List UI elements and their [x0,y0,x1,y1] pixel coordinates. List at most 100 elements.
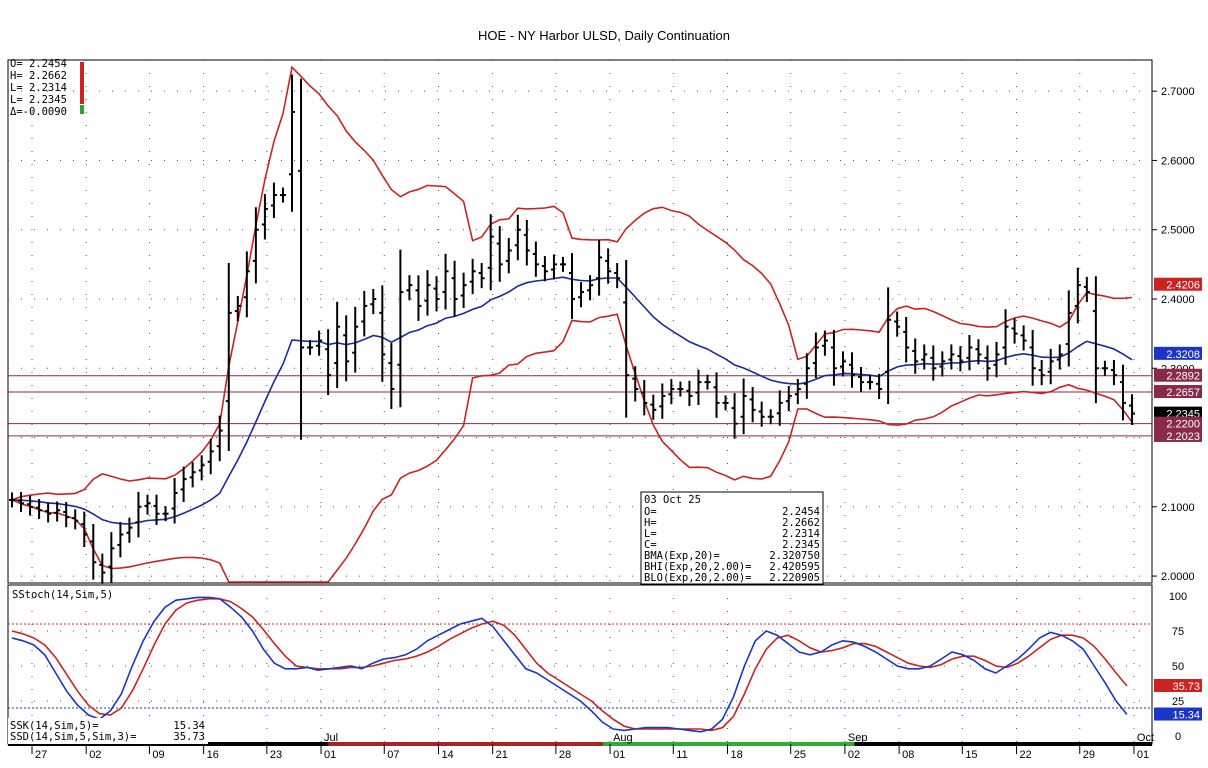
info-value-2: 2.2314 [782,528,820,540]
info-label-1: H= [644,517,657,529]
price-bar-68 [623,260,630,418]
price-bar-90 [821,330,828,356]
price-bar-45 [415,275,422,321]
date-label-3: 16 [207,749,219,761]
price-bar-82 [749,386,756,423]
price-bars [9,74,1135,584]
ssk-line [11,596,1128,733]
reference-lines [8,375,1152,437]
price-bar-27 [252,207,259,284]
price-bar-34 [316,330,323,356]
date-label-12: 18 [730,749,742,761]
price-bar-15 [144,494,151,515]
price-bar-39 [361,290,368,337]
price-bar-112 [1020,325,1027,351]
price-bar-0 [9,492,15,508]
price-bar-33 [307,339,314,355]
stoch-tag-bg-1 [1154,678,1202,692]
price-bar-42 [388,343,395,409]
price-bar-109 [993,341,1000,378]
price-bar-86 [785,385,792,412]
legend-change-bar [80,105,84,114]
price-bar-49 [451,260,458,317]
price-tag-bg-4 [1154,406,1202,420]
price-bar-19 [180,466,187,502]
band-upper-line [11,65,1133,501]
price-bar-1 [18,492,25,513]
price-bar-12 [117,522,124,558]
info-date: 03 Oct 25 [644,494,701,506]
price-bar-79 [722,395,729,411]
price-bar-117 [1065,290,1072,367]
price-bar-35 [325,329,332,396]
price-tag-bg-2 [1154,368,1202,382]
price-bar-58 [532,241,539,277]
price-tag-2: 2.2892 [1166,371,1200,383]
info-value-6: 2.220905 [769,572,820,584]
price-bar-122 [1110,360,1117,386]
month-strip-0 [328,742,603,746]
price-bar-64 [587,275,594,301]
price-bar-36 [334,301,341,389]
date-label-10: 01 [613,749,625,761]
price-bar-37 [343,315,350,382]
price-bar-94 [858,366,865,393]
ohlc-legend: O= 2.2454 H= 2.2662 L= 2.2314 L= 2.2345 … [10,58,84,118]
date-label-13: 25 [794,749,806,761]
price-bar-87 [794,379,801,405]
price-bar-20 [189,462,196,488]
price-bar-56 [514,214,521,261]
price-tag-6: 2.2023 [1166,431,1200,443]
price-bar-91 [830,330,837,386]
stoch-tag-1: 35.73 [1172,681,1200,693]
price-bar-81 [740,378,747,435]
price-bar-99 [903,316,910,363]
price-tag-bg-6 [1154,428,1202,442]
price-bar-67 [614,263,621,289]
stoch-legend: SStoch(14,Sim,5) SSK(14,Sim,5)= 15.34 SS… [8,589,208,744]
ssk-value: 15.34 [173,720,205,732]
price-bar-100 [912,338,919,374]
legend-last: L= 2.2345 [10,94,67,106]
stoch-tick-label-2: 50 [1172,661,1184,673]
price-bar-84 [767,409,774,425]
info-label-2: L= [644,528,657,540]
price-bar-76 [695,369,702,405]
date-label-18: 29 [1083,749,1095,761]
price-bar-123 [1119,364,1126,421]
price-bar-17 [162,506,169,522]
date-label-14: 02 [848,749,860,761]
ssd-line [11,598,1128,732]
month-label-1: Aug [613,732,633,744]
price-bar-98 [894,311,901,337]
price-tags: 2.42062.32082.28922.26572.23452.22002.20… [1154,277,1202,443]
price-bar-105 [957,346,964,372]
price-tag-bg-0 [1154,277,1202,291]
price-bar-107 [975,339,982,365]
price-tick-label-7: 2.7000 [1161,86,1195,98]
info-value-0: 2.2454 [782,506,820,518]
price-bar-118 [1074,267,1081,324]
price-tag-5: 2.2200 [1166,419,1200,431]
price-bar-29 [270,182,277,218]
price-bar-9 [90,523,97,580]
price-bar-115 [1047,348,1054,385]
legend-open: O= 2.2454 [10,58,67,70]
price-bar-116 [1056,344,1063,370]
price-tag-0: 2.4206 [1166,280,1200,292]
price-tick-label-0: 2.0000 [1161,571,1195,583]
band-lower-line [11,313,1133,583]
ssd-label: SSD(14,Sim,5,Sim,3)= [10,731,136,743]
date-label-17: 22 [1020,749,1032,761]
price-bar-24 [225,262,232,452]
price-bar-69 [632,366,639,402]
price-bar-106 [966,335,973,371]
price-bar-18 [171,477,178,524]
price-bar-62 [569,253,575,319]
price-tag-3: 2.2657 [1166,387,1200,399]
price-bar-101 [921,344,928,370]
price-bar-5 [54,501,61,522]
grid-dots [8,60,1152,744]
price-bar-60 [550,254,557,280]
price-bar-25 [234,295,241,322]
